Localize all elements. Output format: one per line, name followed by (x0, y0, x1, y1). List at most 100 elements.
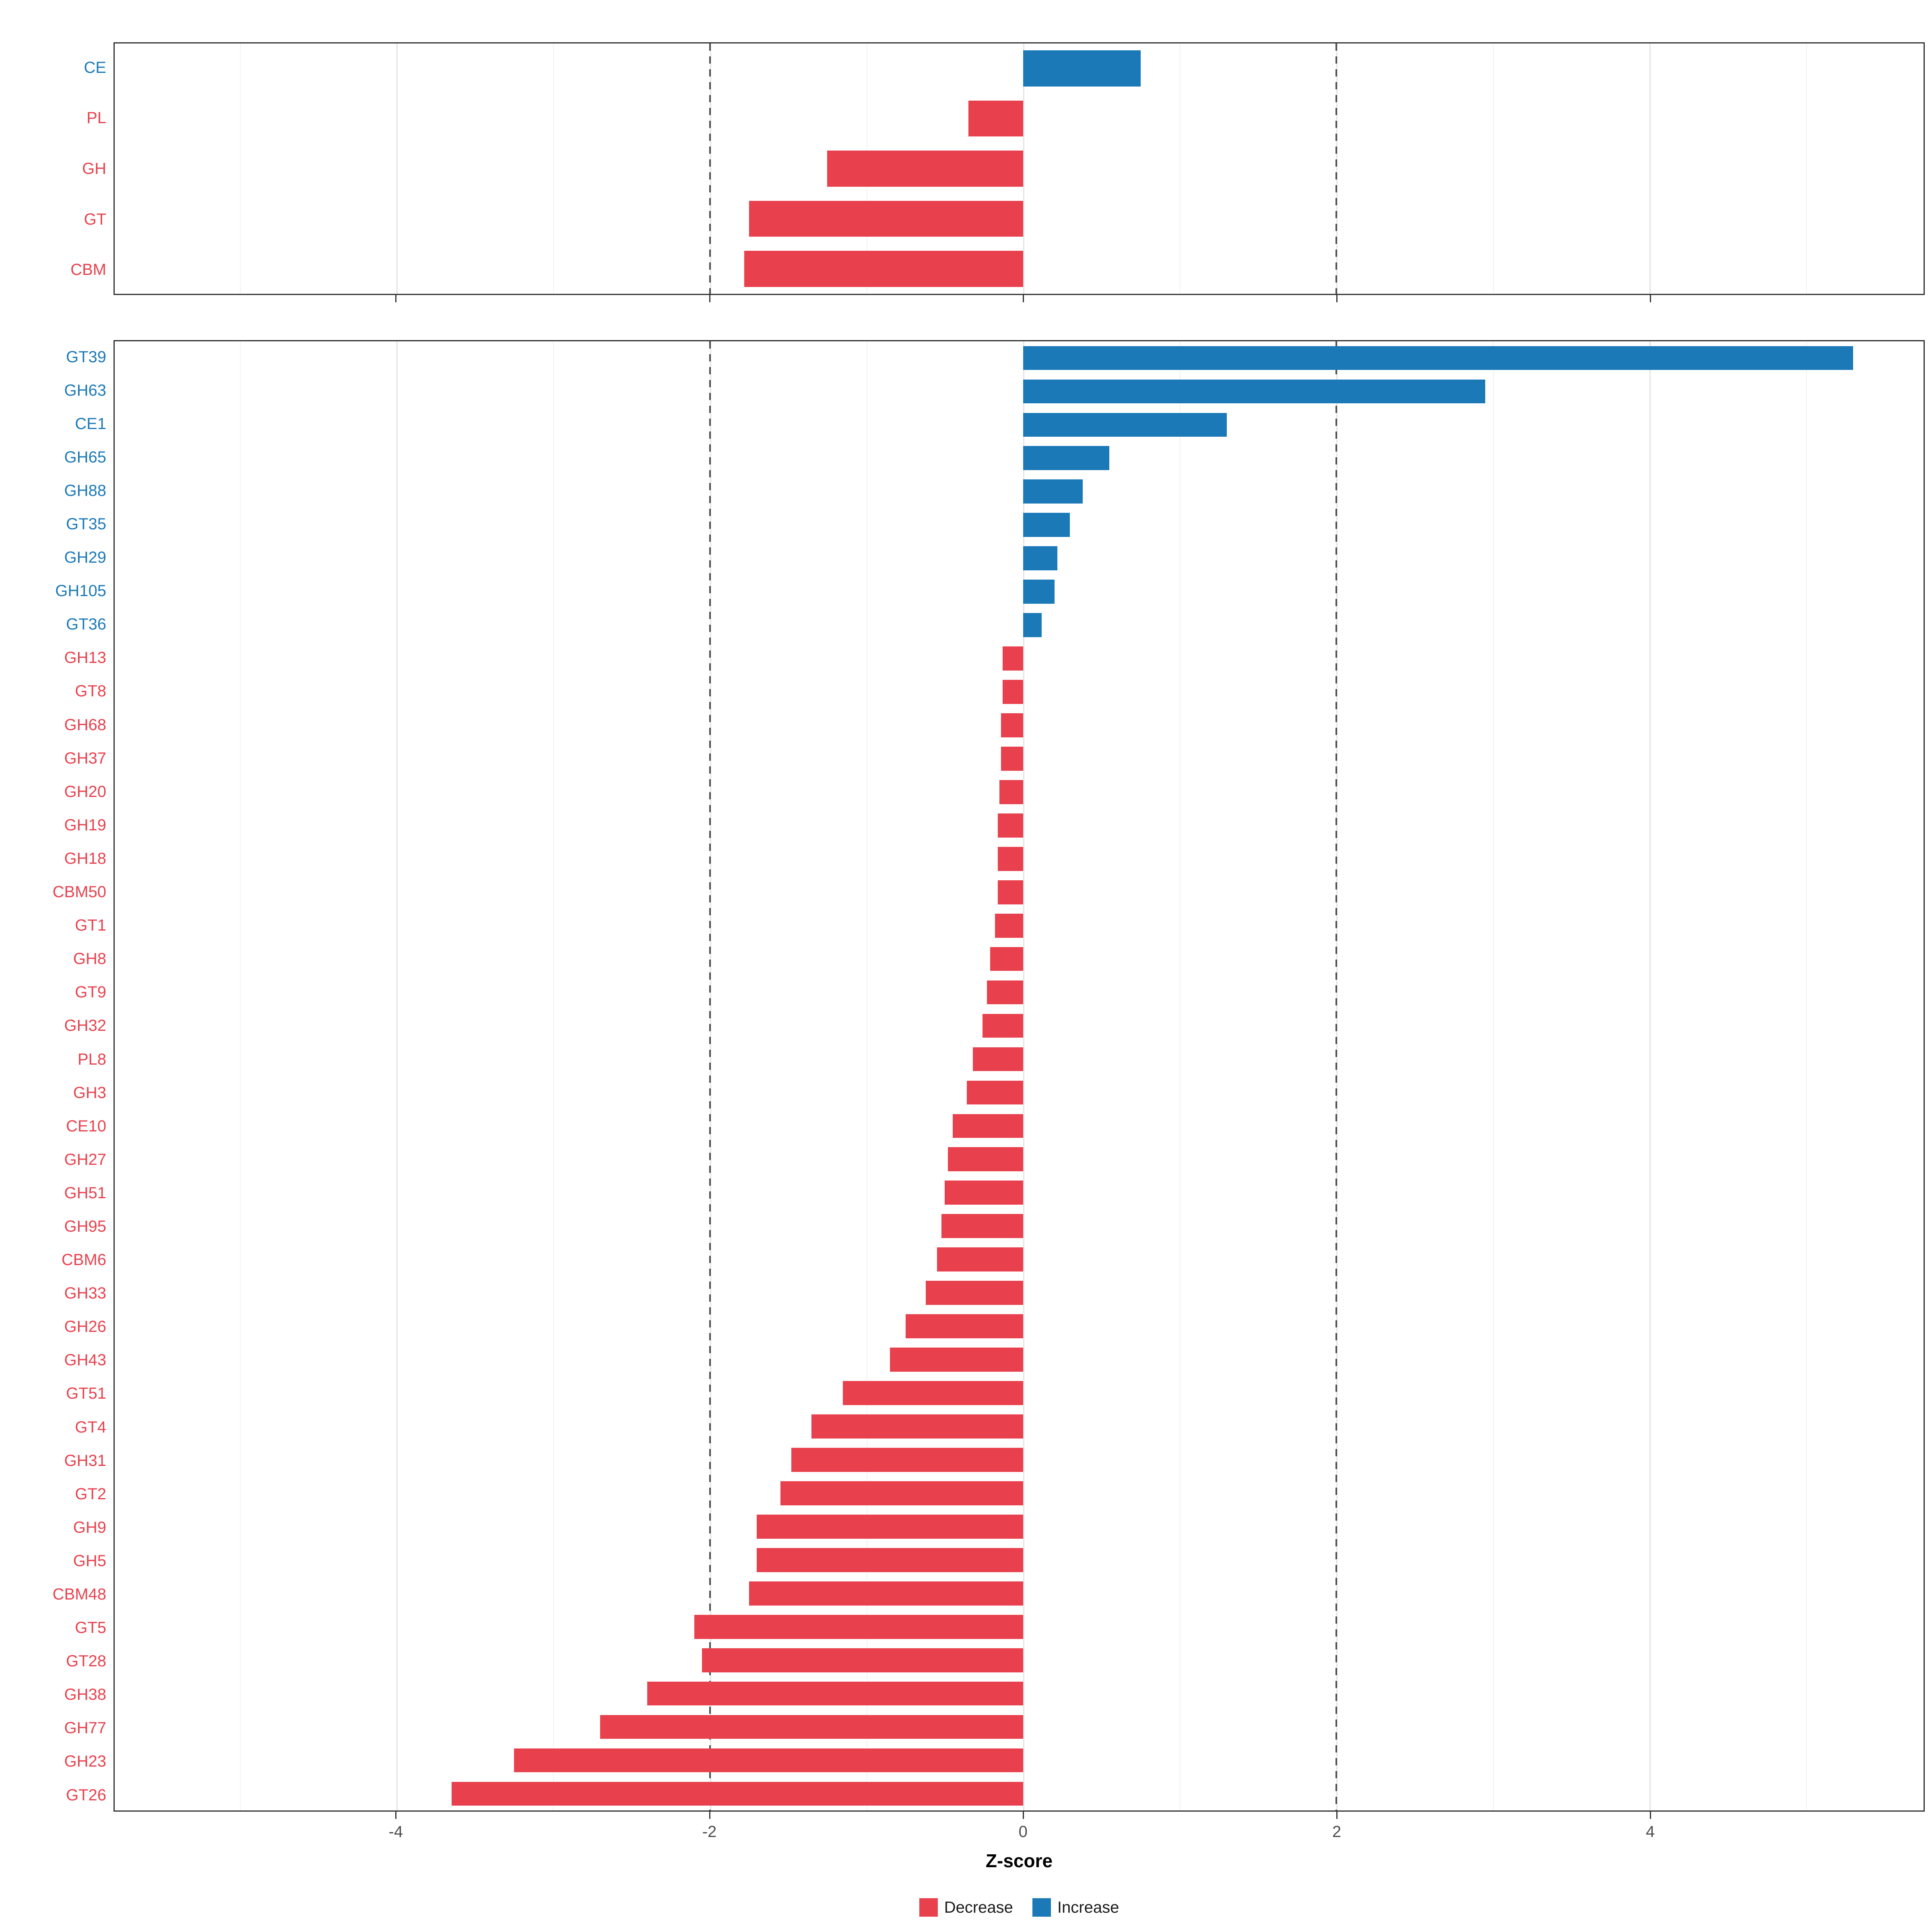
category-label: GT (84, 210, 106, 228)
bar (998, 813, 1023, 838)
category-label: GH68 (64, 716, 107, 734)
bar-row (115, 1643, 1924, 1677)
bar-row (115, 1677, 1924, 1710)
bar (987, 980, 1023, 1005)
category-label: GT5 (75, 1619, 106, 1637)
family-panel-plot-area (114, 340, 1925, 1812)
bar-row (115, 875, 1924, 909)
bar (945, 1181, 1023, 1205)
class-panel: CE PL GH GT CBM (8, 42, 1925, 295)
axis-tick (1022, 295, 1024, 302)
bar (905, 1314, 1023, 1338)
bar (982, 1013, 1023, 1038)
category-label: GH88 (64, 481, 107, 500)
bar (966, 1080, 1023, 1105)
category-label: GT35 (66, 515, 106, 533)
bar-row (115, 1476, 1924, 1510)
bar-row (115, 244, 1924, 294)
bar-row (115, 809, 1924, 842)
legend-item: Increase (1032, 1898, 1119, 1917)
bar (451, 1781, 1023, 1806)
bar-row (115, 1744, 1924, 1777)
bar (843, 1381, 1023, 1405)
axis-tick (395, 295, 397, 302)
legend-swatch (1032, 1898, 1051, 1917)
bar (1023, 413, 1227, 437)
bar-row (115, 842, 1924, 875)
category-label: CE10 (66, 1117, 106, 1135)
category-label: GH29 (64, 549, 107, 567)
bar-row (115, 1610, 1924, 1643)
bar-row (115, 1076, 1924, 1109)
bar (941, 1214, 1023, 1238)
minor-gridline (1179, 43, 1181, 294)
axis-tick-label: 0 (1018, 1823, 1028, 1841)
bar (791, 1448, 1023, 1472)
category-label: PL8 (77, 1050, 106, 1068)
bar-row (115, 93, 1924, 143)
bar-row (115, 1310, 1924, 1343)
axis-tick (1022, 1812, 1024, 1819)
category-label: GT28 (66, 1652, 106, 1670)
category-label: CE (84, 58, 106, 76)
category-label: GH26 (64, 1318, 107, 1336)
category-label: GH18 (64, 849, 107, 867)
category-label: GH27 (64, 1150, 107, 1168)
minor-gridline (553, 341, 554, 1810)
bar-row (115, 1710, 1924, 1744)
legend-label: Increase (1057, 1898, 1119, 1916)
category-label: CBM48 (52, 1585, 106, 1604)
category-label: GT1 (75, 916, 106, 935)
x-axis-title: Z-score (985, 1850, 1053, 1871)
axis-tick-label: -2 (702, 1823, 717, 1841)
bar-row (115, 1577, 1924, 1610)
major-gridline (1023, 43, 1024, 294)
bar (811, 1414, 1023, 1439)
category-label: GT39 (66, 348, 106, 366)
bar-row (115, 1276, 1924, 1310)
bar (968, 100, 1023, 137)
dashed-reference-line (709, 341, 711, 1810)
axis-tick (709, 1812, 710, 1819)
class-panel-plot-area (114, 42, 1925, 295)
category-label: GT36 (66, 615, 106, 634)
bar (694, 1614, 1023, 1639)
category-label: GT51 (66, 1385, 106, 1403)
minor-gridline (553, 43, 554, 294)
bar (952, 1114, 1023, 1138)
bar (1003, 680, 1023, 704)
major-gridline (1023, 341, 1024, 1810)
bar (757, 1548, 1023, 1572)
bar (744, 251, 1023, 287)
category-label: GH43 (64, 1351, 107, 1369)
category-label: GH33 (64, 1284, 107, 1302)
bar-row (115, 341, 1924, 375)
axis-tick-label: 2 (1332, 1823, 1342, 1841)
category-label: GH13 (64, 649, 107, 667)
bar-row (115, 1343, 1924, 1377)
bar (926, 1281, 1023, 1305)
category-label: GT26 (66, 1786, 106, 1804)
category-label: CBM50 (52, 883, 106, 901)
bar (890, 1348, 1023, 1372)
category-label: GH3 (73, 1084, 106, 1102)
category-label: GH105 (55, 582, 106, 600)
bar-row (115, 442, 1924, 475)
legend: Decrease Increase (114, 1898, 1925, 1917)
category-label: CBM (70, 261, 106, 279)
bar-row (115, 976, 1924, 1009)
family-panel-labels: GT39 GH63 CE1 GH65 GH88 GT35 GH29 GH105 GT36 GH13… (8, 340, 114, 1812)
category-label: GH5 (73, 1552, 106, 1570)
bar-rows (115, 341, 1924, 1810)
bar (1023, 546, 1058, 571)
bar-row (115, 1009, 1924, 1042)
category-label: GH77 (64, 1719, 107, 1737)
bar (1023, 379, 1485, 404)
x-axis: -4 -2 0 2 4 (114, 1812, 1925, 1848)
category-label: CE1 (75, 415, 106, 433)
bar (995, 913, 1023, 938)
bar-row (115, 1143, 1924, 1176)
bar (937, 1247, 1023, 1272)
bar-row (115, 508, 1924, 542)
